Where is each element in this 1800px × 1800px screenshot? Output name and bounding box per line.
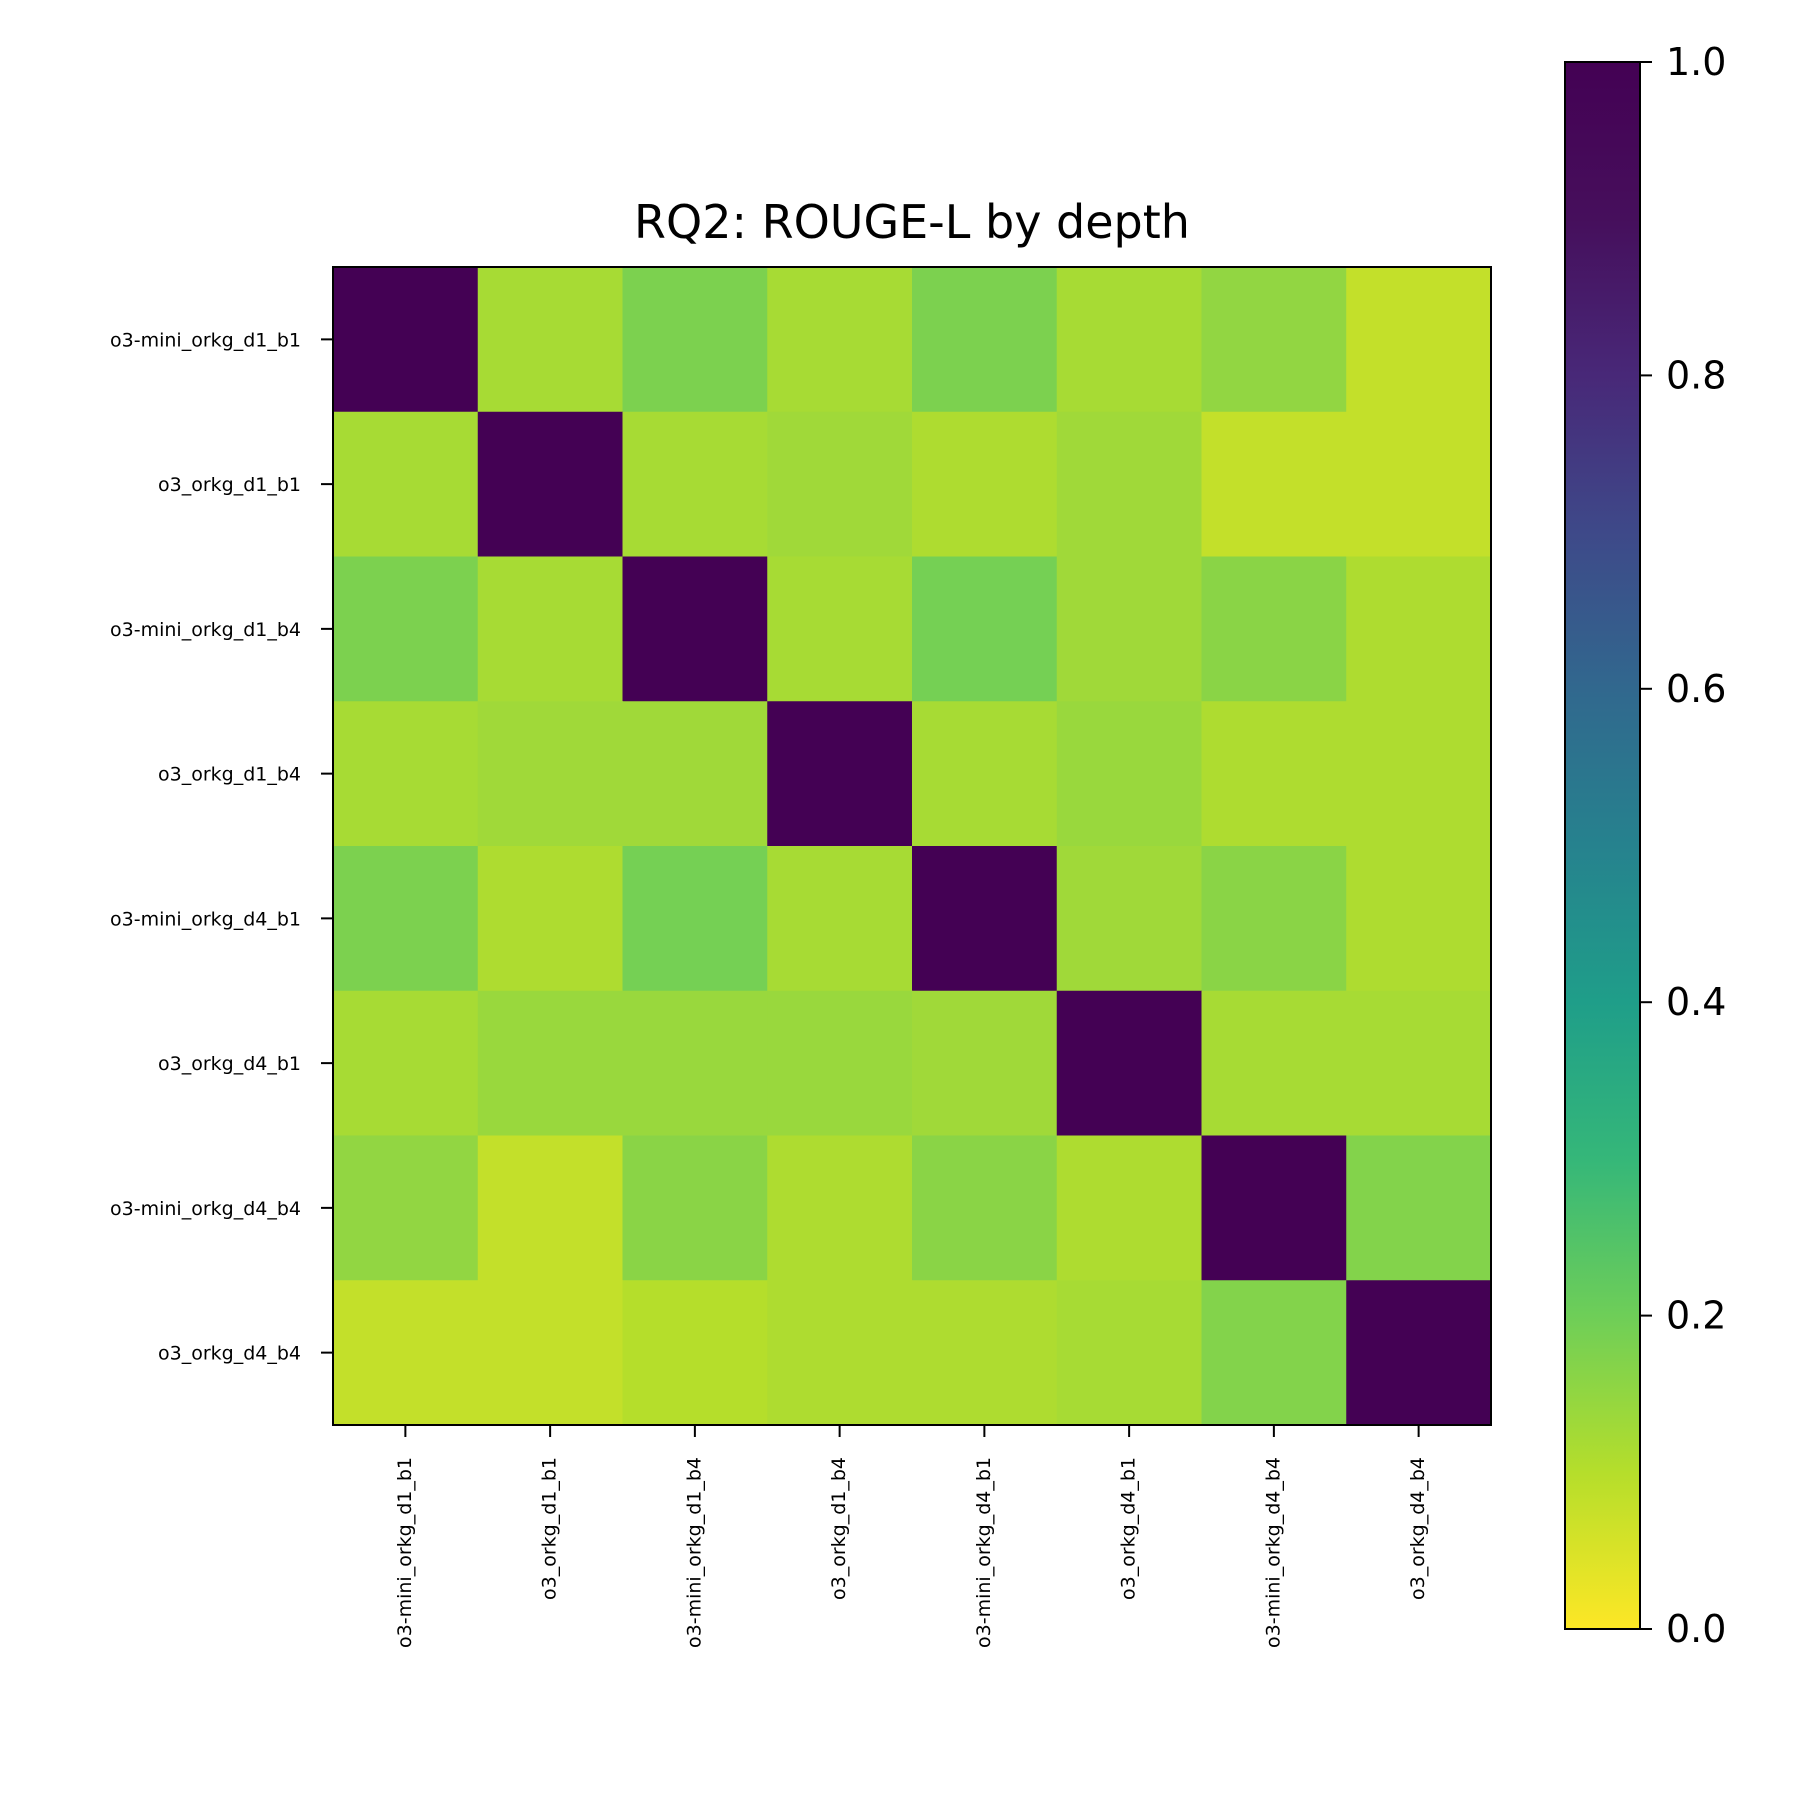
heatmap-cell [767, 556, 913, 702]
x-tick-label: o3_orkg_d1_b4 [828, 1457, 850, 1600]
heatmap-cell [1346, 267, 1492, 413]
heatmap-cell [1201, 411, 1347, 558]
heatmap-cell [912, 990, 1058, 1137]
heatmap-cell [477, 556, 624, 702]
heatmap-cell [1346, 701, 1492, 847]
heatmap-cell [622, 556, 768, 702]
colorbar-gradient [1565, 62, 1640, 1629]
heatmap-cell [912, 1135, 1058, 1281]
heatmap-cell [1346, 411, 1492, 558]
x-tick-label: o3_orkg_d4_b1 [1118, 1457, 1140, 1600]
heatmap-cell [622, 267, 768, 413]
heatmap-cell [1056, 1280, 1203, 1426]
heatmap-cell [333, 701, 479, 847]
heatmap-cell [1346, 556, 1492, 702]
heatmap-cell [333, 1135, 479, 1281]
colorbar-tick-label: 0.4 [1666, 980, 1726, 1024]
y-tick-label: o3_orkg_d4_b4 [158, 1343, 301, 1365]
heatmap-cell [1056, 267, 1203, 413]
heatmap-cell [333, 267, 479, 413]
heatmap-cell [1056, 701, 1203, 847]
heatmap-cell [1201, 1135, 1347, 1281]
plot-frame [332, 266, 1492, 1426]
heatmap-cell [1056, 846, 1203, 992]
heatmap-cell [1201, 990, 1347, 1137]
colorbar-frame [1564, 61, 1641, 1630]
heatmap-cell [333, 846, 479, 992]
heatmap-cell [333, 556, 479, 702]
heatmap-cell [477, 411, 624, 558]
heatmap-cell [767, 1135, 913, 1281]
heatmap-cell [622, 990, 768, 1137]
heatmap-cell [1346, 846, 1492, 992]
heatmap-cell [912, 846, 1058, 992]
y-axis: o3-mini_orkg_d1_b1 o3_orkg_d1_b1 o3-mini_o… [110, 329, 333, 1365]
colorbar-tick-label: 0.6 [1666, 667, 1726, 711]
heatmap-cell [1201, 701, 1347, 847]
heatmap-cell [477, 990, 624, 1137]
heatmap-cell [767, 701, 913, 847]
colorbar-tick-label: 1.0 [1666, 40, 1726, 84]
heatmap-cell [767, 1280, 913, 1426]
colorbar-tick-label: 0.0 [1666, 1607, 1726, 1651]
y-tick-label: o3_orkg_d4_b1 [158, 1053, 301, 1075]
heatmap-cell [477, 1280, 624, 1426]
heatmap-cell [912, 701, 1058, 847]
colorbar-tick-label: 0.2 [1666, 1294, 1726, 1338]
heatmap-cell [767, 990, 913, 1137]
heatmap-cell [1346, 1280, 1492, 1426]
heatmap-cell [477, 1135, 624, 1281]
y-tick-label: o3-mini_orkg_d4_b1 [110, 908, 301, 930]
chart-title: RQ2: ROUGE-L by depth [634, 195, 1190, 249]
heatmap-cell [1056, 990, 1203, 1137]
x-tick-label: o3-mini_orkg_d1_b4 [683, 1457, 705, 1648]
heatmap-cell [1056, 411, 1203, 558]
heatmap-cell [767, 411, 913, 558]
colorbar-ticks: 0.0 0.2 0.4 0.6 0.8 1.0 [1640, 40, 1726, 1651]
heatmap-cells [333, 267, 1492, 1426]
x-tick-label: o3-mini_orkg_d1_b1 [394, 1457, 416, 1648]
heatmap-cell [1201, 1280, 1347, 1426]
heatmap-cell [333, 411, 479, 558]
heatmap-cell [1346, 990, 1492, 1137]
heatmap-cell [1346, 1135, 1492, 1281]
heatmap-cell [1056, 1135, 1203, 1281]
heatmap-cell [622, 701, 768, 847]
heatmap-cell [477, 846, 624, 992]
colorbar: 0.0 0.2 0.4 0.6 0.8 1.0 [1564, 40, 1726, 1651]
heatmap-cell [912, 411, 1058, 558]
x-tick-label: o3-mini_orkg_d4_b4 [1262, 1457, 1284, 1648]
heatmap-cell [1201, 267, 1347, 413]
heatmap-cell [622, 1135, 768, 1281]
heatmap-cell [622, 1280, 768, 1426]
heatmap-cell [912, 1280, 1058, 1426]
heatmap-cell [622, 846, 768, 992]
y-tick-label: o3-mini_orkg_d4_b4 [110, 1198, 301, 1220]
heatmap-cell [477, 267, 624, 413]
heatmap-cell [912, 267, 1058, 413]
heatmap-cell [767, 846, 913, 992]
x-tick-label: o3_orkg_d1_b1 [539, 1457, 561, 1600]
colorbar-tick-label: 0.8 [1666, 353, 1726, 397]
x-tick-label: o3-mini_orkg_d4_b1 [973, 1457, 995, 1648]
y-tick-label: o3-mini_orkg_d1_b4 [110, 619, 301, 641]
y-tick-label: o3_orkg_d1_b1 [158, 474, 301, 496]
heatmap-cell [1201, 556, 1347, 702]
x-axis: o3-mini_orkg_d1_b1 o3_orkg_d1_b1 o3-mini_o… [394, 1425, 1429, 1648]
heatmap-cell [1056, 556, 1203, 702]
heatmap-cell [912, 556, 1058, 702]
heatmap-cell [477, 701, 624, 847]
heatmap-cell [622, 411, 768, 558]
heatmap-cell [333, 990, 479, 1137]
x-tick-label: o3_orkg_d4_b4 [1407, 1457, 1429, 1600]
heatmap-cell [1201, 846, 1347, 992]
y-tick-label: o3-mini_orkg_d1_b1 [110, 329, 301, 351]
heatmap-cell [767, 267, 913, 413]
heatmap-cell [333, 1280, 479, 1426]
y-tick-label: o3_orkg_d1_b4 [158, 764, 301, 786]
